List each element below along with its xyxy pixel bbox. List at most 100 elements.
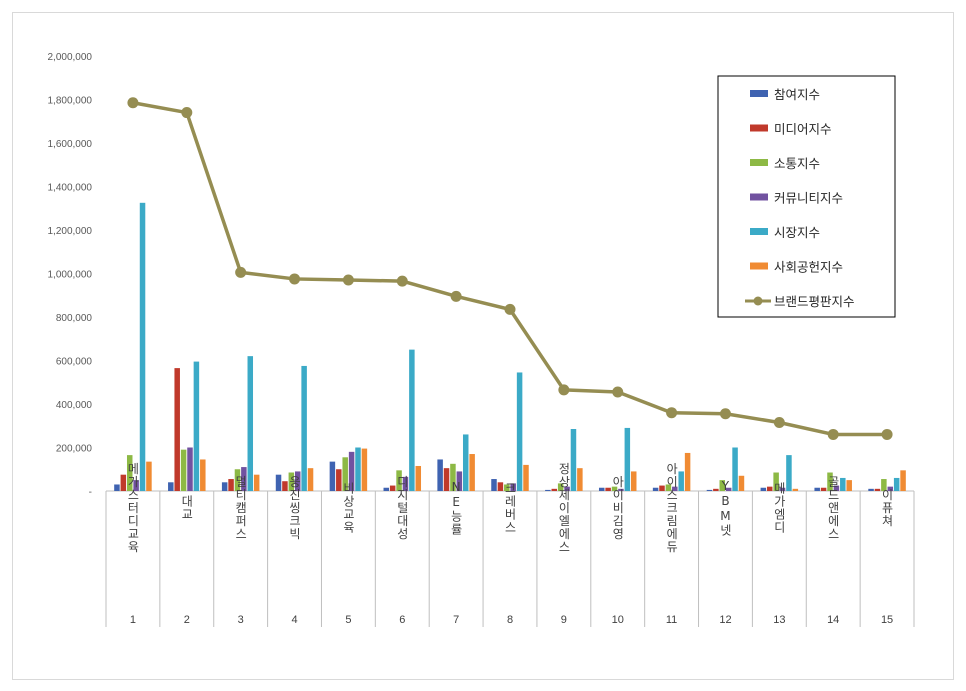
y-tick-label: - (89, 487, 92, 498)
bar (402, 476, 409, 491)
bar (611, 486, 618, 491)
y-tick-label: 1,000,000 (48, 270, 93, 281)
bar (760, 487, 767, 491)
bar (342, 457, 348, 491)
bar (874, 488, 881, 491)
line-point (558, 384, 570, 396)
y-tick-label: 1,400,000 (48, 183, 93, 194)
line-point (827, 428, 839, 440)
bar (545, 489, 551, 491)
line-point (289, 273, 301, 285)
bar (120, 474, 127, 491)
legend-label: 사회공헌지수 (774, 260, 843, 275)
bar (672, 486, 678, 491)
bar (221, 482, 228, 491)
line-point (666, 407, 678, 419)
bar (450, 463, 456, 491)
rank-label: 1 (130, 614, 136, 626)
legend-swatch (750, 159, 768, 166)
legend-swatch (750, 193, 768, 201)
line-layer (127, 97, 893, 440)
bar (598, 487, 605, 491)
bar (846, 480, 852, 491)
rank-label: 14 (827, 614, 839, 626)
bar (187, 447, 193, 491)
bar (779, 487, 786, 491)
bar (383, 487, 390, 491)
bar (389, 485, 396, 491)
bar (491, 479, 497, 491)
bar (504, 484, 510, 491)
line-point (127, 97, 139, 109)
line-point (450, 290, 462, 302)
bar (200, 459, 206, 491)
bar (282, 481, 288, 491)
bar (630, 471, 637, 491)
bar (605, 487, 611, 491)
bar (415, 465, 422, 491)
legend-label: 소통지수 (774, 156, 820, 171)
rank-label: 6 (399, 614, 405, 626)
legend-swatch (750, 262, 768, 270)
bar (234, 469, 241, 491)
bar (510, 483, 516, 491)
rank-label: 15 (881, 614, 893, 626)
legend-label: 시장지수 (774, 225, 820, 240)
category-label: 아이비김영 (611, 475, 625, 540)
rank-label: 3 (238, 614, 244, 626)
bar (288, 472, 295, 491)
category-label: 이퓨쳐 (880, 488, 894, 527)
line-point (396, 275, 408, 287)
rank-label: 4 (291, 614, 297, 626)
line-point (181, 107, 193, 119)
category-label: YBM넷 (718, 479, 732, 537)
bar (900, 470, 906, 491)
legend-label: 참여지수 (774, 87, 820, 102)
line-point (612, 386, 624, 398)
bar (114, 484, 120, 491)
category-label: 정상제이엘에스 (557, 462, 571, 553)
line-point (342, 274, 354, 286)
bar (133, 480, 139, 491)
bar (355, 447, 361, 491)
y-tick-label: 1,600,000 (48, 139, 93, 150)
bar (577, 468, 583, 491)
bar (301, 365, 307, 491)
y-tick-label: 400,000 (56, 400, 93, 411)
bar (887, 486, 894, 491)
bar (126, 455, 133, 491)
category-label: 대교 (180, 495, 194, 521)
category-label: 아이스크림에듀 (665, 462, 679, 553)
bar (497, 482, 504, 491)
category-label: 메가스터디교육 (126, 462, 140, 553)
bar (665, 484, 672, 491)
legend-line-marker (753, 296, 763, 306)
legend-label: 미디어지수 (774, 122, 832, 137)
bar (840, 477, 846, 491)
category-label: 디지털대성 (395, 475, 409, 540)
y-tick-label: 800,000 (56, 313, 93, 324)
bar (329, 461, 336, 491)
bar (738, 475, 745, 491)
bar (396, 470, 402, 491)
category-label: 크레버스 (503, 482, 517, 534)
bar (833, 485, 840, 491)
bar (174, 368, 180, 491)
line-point (504, 303, 516, 315)
bar (307, 468, 314, 491)
bar (624, 427, 631, 491)
bar (732, 447, 738, 491)
bar (684, 452, 691, 491)
y-tick-label: 2,000,000 (48, 52, 93, 63)
bar (893, 477, 900, 491)
line-point (773, 416, 785, 428)
bar (139, 202, 146, 491)
bar (437, 459, 443, 491)
bar (652, 487, 659, 491)
y-tick-label: 1,200,000 (48, 226, 93, 237)
legend-label: 브랜드평판지수 (774, 294, 855, 309)
category-label: NE능률 (449, 480, 463, 536)
bar (348, 451, 355, 491)
bar (146, 461, 152, 491)
bar (570, 429, 577, 491)
